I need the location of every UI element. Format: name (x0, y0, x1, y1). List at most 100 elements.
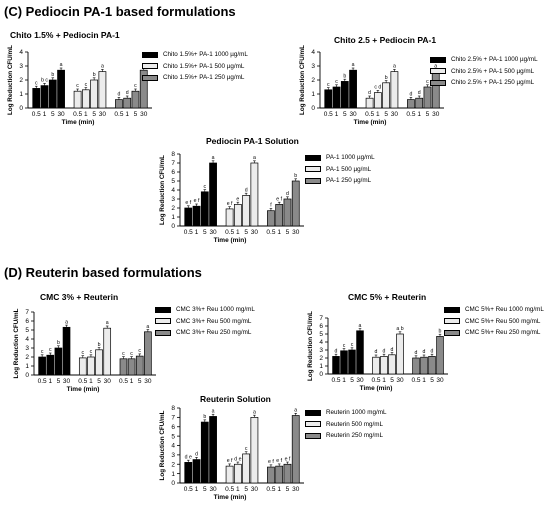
x-tick-label: 1 (277, 229, 281, 236)
significance-label: a b (396, 326, 403, 332)
x-tick-label: 1 (43, 111, 47, 118)
bar (192, 205, 201, 227)
x-tick-label: 5 (134, 111, 138, 118)
legend-label: Reuterin 500 mg/mL (326, 420, 384, 428)
legend-item: CMC 3%+ Reu 250 mg/mL (155, 327, 255, 339)
chart-legend: CMC 3%+ Reu 1000 mg/mL CMC 3%+ Reu 500 m… (155, 304, 255, 339)
bar (340, 350, 348, 375)
y-tick-label: 0 (171, 480, 175, 487)
chart-legend: Chito 2.5% + PA-1 1000 µg/mL Chito 2.5% … (430, 54, 538, 89)
significance-label: d (126, 90, 129, 96)
chart-plot-area: 0 1 2 3 4 5 6 7 8 Log Reduction CFU/mL e f 0.5 e f 1 c… (159, 151, 304, 244)
y-tick-label: 1 (171, 214, 175, 221)
x-tick-label: 1 (84, 111, 88, 118)
bar (332, 86, 341, 109)
legend-label: Reuterin 1000 mg/mL (326, 409, 387, 417)
significance-label: c (245, 446, 248, 452)
significance-label: a (60, 62, 63, 68)
bar (200, 191, 209, 227)
legend-swatch (142, 51, 158, 58)
significance-label: d (245, 187, 248, 193)
x-tick-label: 30 (436, 377, 444, 384)
bar (38, 356, 46, 376)
significance-label: e f (268, 459, 274, 465)
x-tick-label: 30 (209, 229, 217, 236)
y-axis-label: Log Reduction CFU/mL (159, 155, 166, 225)
significance-label: b (203, 414, 206, 420)
bar (48, 79, 57, 109)
legend-swatch (430, 56, 446, 63)
x-tick-label: 0.5 (73, 111, 82, 118)
legend-item: PA-1 500 µg/mL (305, 164, 375, 176)
significance-label: c (343, 343, 346, 349)
y-tick-label: 7 (319, 315, 323, 322)
chart-cmc-3: CMC 3% + Reuterin 0 1 2 3 4 5 6 7 Log Reduction … (0, 290, 290, 405)
significance-label: b (294, 173, 297, 179)
x-tick-label: 30 (292, 229, 300, 236)
chart-plot-area: 0 1 2 3 4 Log Reduction CFU/mL c 0.5 c 1 b 5 a 30 d 0.5… (299, 45, 444, 126)
significance-label: b (343, 73, 346, 79)
bar (275, 204, 284, 227)
bar (349, 69, 357, 109)
bar (267, 466, 275, 484)
x-tick-label: 1 (48, 378, 52, 385)
bar (291, 415, 300, 484)
x-tick-label: 1 (130, 378, 134, 385)
x-tick-label: 0.5 (266, 486, 275, 493)
section-title-pediocin: (C) Pediocin PA-1 based formulations (4, 4, 236, 19)
y-tick-label: 1 (19, 91, 23, 98)
bar (420, 356, 428, 375)
chart-title: Chito 1.5% + Pediocin PA-1 (10, 30, 120, 40)
x-tick-label: 5 (244, 486, 248, 493)
significance-label: e f (227, 201, 233, 207)
x-tick-label: 5 (244, 229, 248, 236)
significance-label: a (253, 409, 256, 415)
significance-label: d (391, 347, 394, 353)
chart-cmc-5: CMC 5% + Reuterin 0 1 2 3 4 5 6 7 Log Reduction … (300, 288, 550, 403)
legend-swatch (444, 318, 460, 325)
legend-swatch (305, 432, 321, 439)
x-tick-label: 1 (342, 377, 346, 384)
x-tick-label: 0.5 (184, 486, 193, 493)
significance-label: d (409, 92, 412, 98)
x-tick-label: 30 (144, 378, 152, 385)
bar (390, 71, 399, 109)
y-tick-label: 1 (171, 471, 175, 478)
y-tick-label: 6 (171, 169, 175, 176)
chart-title: CMC 3% + Reuterin (40, 292, 119, 302)
chart-legend: Reuterin 1000 mg/mL Reuterin 500 mg/mL R… (305, 407, 387, 442)
significance-label: a (106, 320, 109, 326)
x-tick-label: 1 (376, 111, 380, 118)
significance-label: b (93, 72, 96, 78)
x-tick-label: 0.5 (78, 378, 87, 385)
y-tick-label: 3 (19, 63, 23, 70)
x-tick-label: 30 (251, 229, 259, 236)
bar (40, 85, 49, 109)
x-tick-label: 5 (51, 111, 55, 118)
y-tick-label: 2 (319, 355, 323, 362)
significance-label: a (359, 323, 362, 329)
bar (103, 327, 112, 376)
legend-item: Chito 1.5%+ PA-1 500 µg/mL (142, 61, 248, 73)
bar (373, 92, 382, 109)
legend-item: Chito 2.5% + PA-1 1000 µg/mL (430, 54, 538, 66)
significance-label: c (90, 349, 93, 355)
significance-label: b (51, 72, 54, 78)
legend-item: Reuterin 1000 mg/mL (305, 407, 387, 419)
significance-label: e (236, 196, 239, 202)
x-tick-label: 5 (350, 377, 354, 384)
bar (415, 97, 424, 109)
bar (115, 99, 123, 109)
legend-swatch (430, 79, 446, 86)
legend-swatch (155, 318, 171, 325)
legend-item: CMC 5%+ Reu 250 mg/mL (444, 327, 544, 339)
y-tick-label: 2 (311, 77, 315, 84)
legend-label: Reuterin 250 mg/mL (326, 432, 384, 440)
y-tick-label: 5 (171, 178, 175, 185)
significance-label: c (134, 83, 137, 89)
x-tick-label: 0.5 (406, 111, 415, 118)
bar (98, 71, 107, 109)
bar (412, 357, 420, 375)
legend-label: Chito 2.5% + PA-1 1000 µg/mL (451, 56, 538, 64)
